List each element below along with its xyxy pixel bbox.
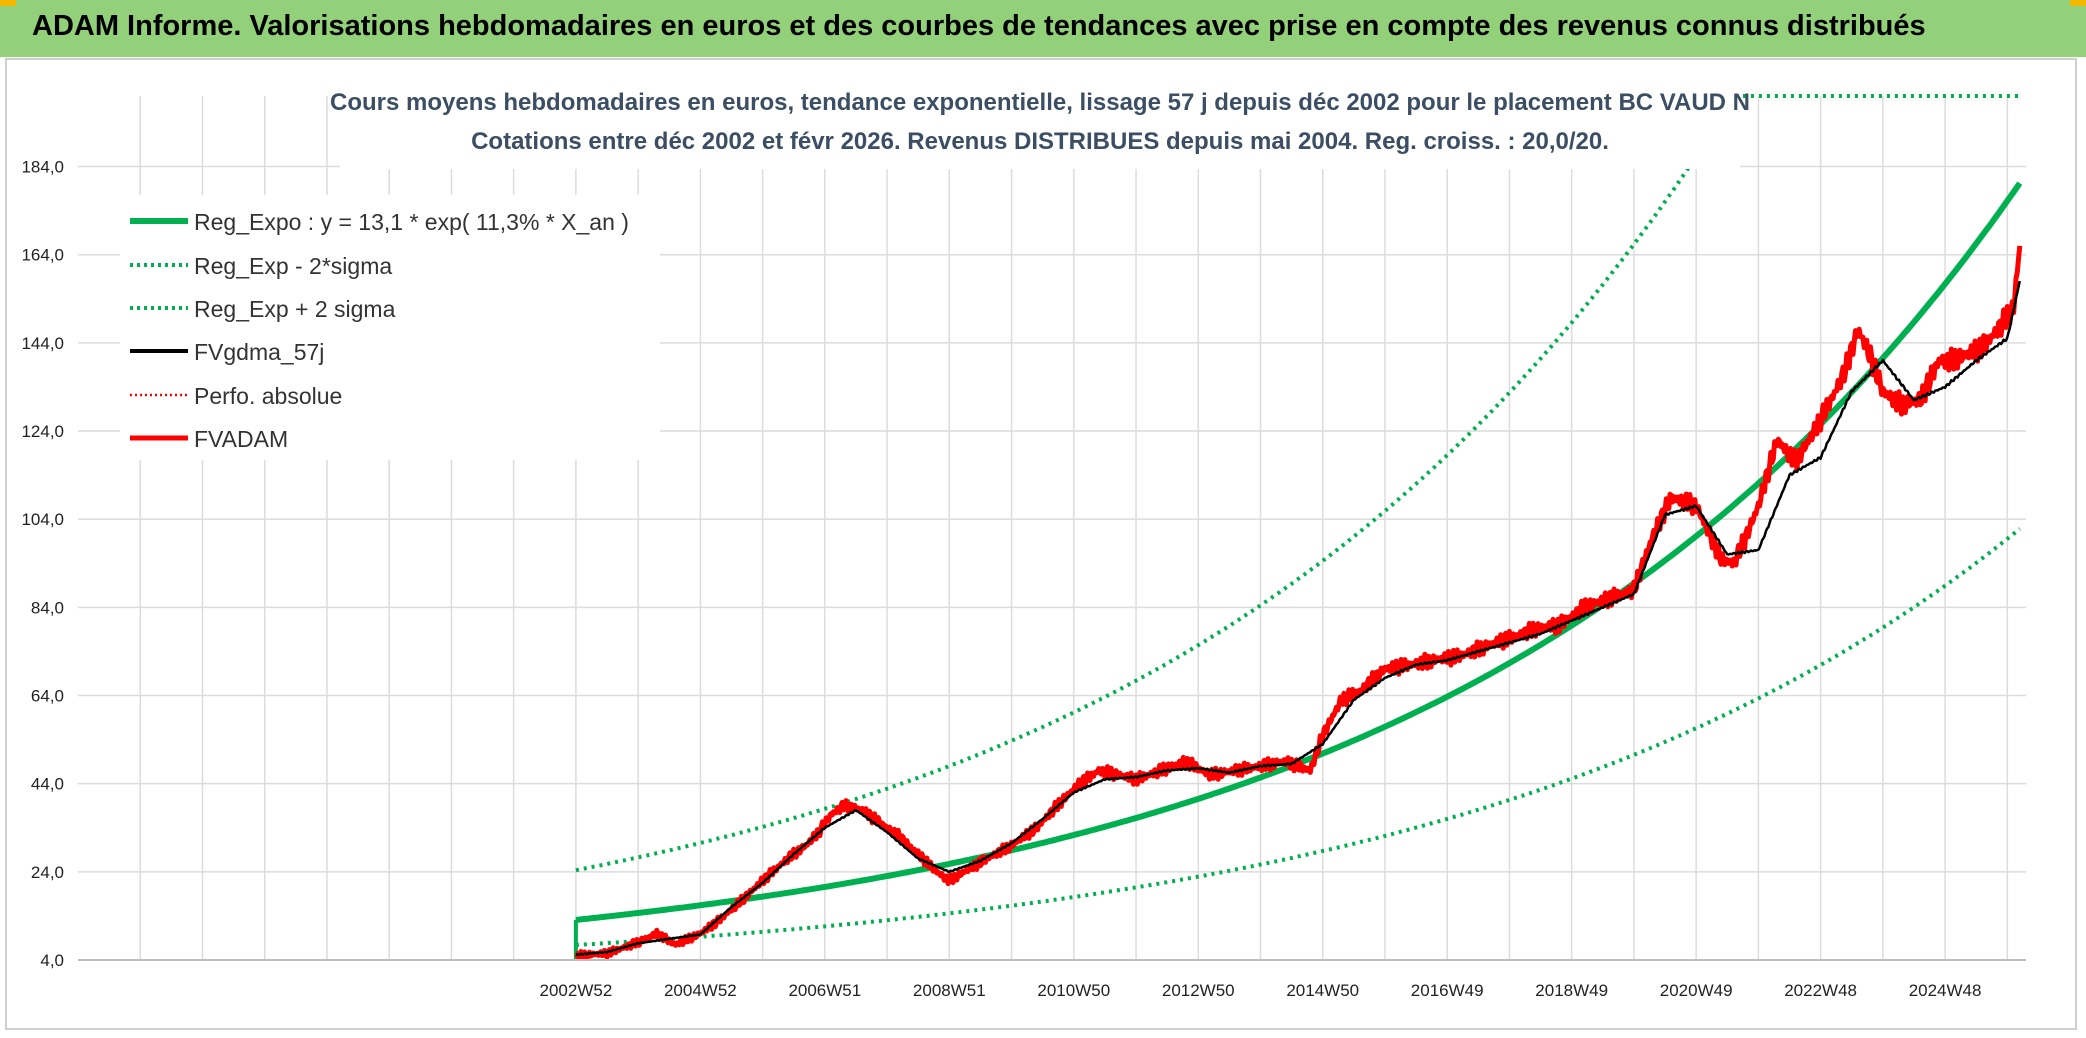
series-reg-exp-plus-2sigma	[575, 94, 2020, 873]
y-tick-label: 184,0	[21, 158, 64, 177]
x-tick-label: 2004W52	[664, 981, 737, 1000]
corner-mark-left	[0, 0, 16, 6]
y-tick-label: 164,0	[21, 246, 64, 265]
legend-label-reg-exp-minus: Reg_Exp - 2*sigma	[194, 253, 392, 279]
x-tick-label: 2018W49	[1535, 981, 1608, 1000]
legend-label-fvgdma: FVgdma_57j	[194, 339, 324, 365]
y-tick-label: 84,0	[31, 598, 64, 617]
chart-title-line-1: Cours moyens hebdomadaires en euros, ten…	[330, 89, 1750, 116]
y-tick-label: 104,0	[21, 510, 64, 529]
x-tick-label: 2020W49	[1660, 981, 1733, 1000]
x-tick-label: 2002W52	[540, 981, 613, 1000]
x-tick-label: 2022W48	[1784, 981, 1857, 1000]
corner-mark-right	[2070, 0, 2086, 6]
banner-title: ADAM Informe. Valorisations hebdomadaire…	[32, 10, 1926, 42]
x-tick-label: 2024W48	[1909, 981, 1982, 1000]
header-banner: ADAM Informe. Valorisations hebdomadaire…	[0, 0, 2086, 57]
x-tick-label: 2014W50	[1286, 981, 1359, 1000]
series-reg-exp-minus-2sigma	[575, 527, 2022, 947]
legend: Reg_Expo : y = 13,1 * exp( 11,3% * X_an …	[120, 195, 660, 460]
chart-frame	[5, 58, 2077, 1030]
chart-title-line-2: Cotations entre déc 2002 et févr 2026. R…	[471, 128, 1609, 155]
legend-label-reg-exp-plus: Reg_Exp + 2 sigma	[194, 296, 396, 322]
x-tick-label: 2010W50	[1037, 981, 1110, 1000]
x-tick-label: 2008W51	[913, 981, 986, 1000]
y-tick-label: 124,0	[21, 422, 64, 441]
y-tick-label: 24,0	[31, 863, 64, 882]
legend-label-reg-expo: Reg_Expo : y = 13,1 * exp( 11,3% * X_an …	[194, 209, 629, 235]
y-tick-label: 144,0	[21, 334, 64, 353]
series-layer	[573, 94, 2023, 962]
axis-layer: 4,0 24,0 44,0 64,0 84,0 104,0 124,0 144,0 164,0 1…	[21, 158, 2026, 1000]
y-tick-label: 4,0	[40, 951, 64, 970]
y-tick-label: 44,0	[31, 775, 64, 794]
x-tick-label: 2012W50	[1162, 981, 1235, 1000]
x-tick-label: 2016W49	[1411, 981, 1484, 1000]
series-fvgdma-57j	[575, 280, 2022, 957]
y-tick-label: 64,0	[31, 687, 64, 706]
x-tick-label: 2006W51	[788, 981, 861, 1000]
series-fvadam	[574, 245, 2023, 962]
legend-background	[120, 195, 660, 460]
title-background	[340, 83, 1740, 169]
legend-label-fvadam: FVADAM	[194, 426, 288, 452]
legend-label-perfo: Perfo. absolue	[194, 383, 342, 409]
series-reg-expo	[575, 181, 2023, 923]
